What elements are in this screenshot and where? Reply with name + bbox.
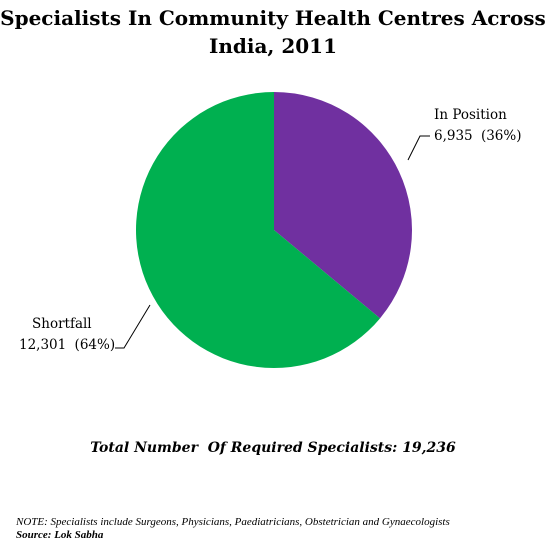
slice-label-shortfall-name: Shortfall — [32, 316, 92, 332]
slice-percent-in-position: (36%) — [481, 128, 522, 144]
pie-slice-in-position — [274, 92, 412, 319]
chart-title: Specialists In Community Health Centres … — [0, 4, 546, 60]
slice-label-shortfall-value: 12,301 (64%) — [19, 337, 115, 353]
slice-value-in-position: 6,935 — [434, 128, 473, 144]
footnote: NOTE: Specialists include Surgeons, Phys… — [16, 516, 450, 528]
source-text: Source: Lok Sabha — [16, 529, 104, 541]
pie-slices — [136, 92, 412, 368]
chart-title-line-2: India, 2011 — [208, 34, 338, 58]
leader-line-shortfall — [115, 304, 151, 349]
total-required-text: Total Number Of Required Specialists: 19… — [90, 440, 456, 456]
slice-label-in-position-value: 6,935 (36%) — [434, 128, 522, 144]
slice-value-shortfall: 12,301 — [19, 337, 66, 353]
chart-title-line-1: Specialists In Community Health Centres … — [0, 6, 546, 30]
pie-slice-shortfall — [136, 92, 381, 368]
leader-lines — [115, 135, 430, 349]
slice-label-in-position-name: In Position — [434, 107, 507, 123]
leader-line-in-position — [407, 135, 430, 161]
slice-percent-shortfall: (64%) — [75, 337, 116, 353]
